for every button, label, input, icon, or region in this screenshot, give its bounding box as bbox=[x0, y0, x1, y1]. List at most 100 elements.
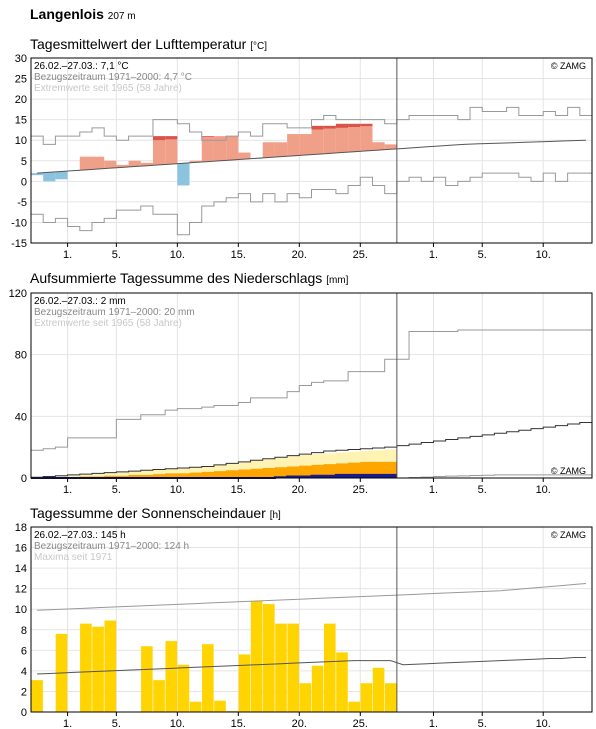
temperature-bar-cold bbox=[43, 172, 56, 182]
y-tick-label: 14 bbox=[15, 563, 27, 575]
y-tick-label: 25 bbox=[15, 74, 27, 86]
sunshine-bar bbox=[360, 683, 373, 712]
x-tick-label: 5. bbox=[112, 718, 121, 729]
x-tick-label: 10. bbox=[170, 718, 185, 729]
temperature-bar-hot bbox=[201, 136, 214, 137]
sunshine-bar bbox=[275, 623, 287, 712]
temperature-bar-warm bbox=[165, 139, 178, 165]
sunshine-max-line bbox=[37, 583, 586, 611]
plot-frame bbox=[30, 526, 593, 713]
panel-1: 0 40 80 120 1. 5. 10. 15. 20. 25. 1. 5. 10. 26.02.–27… bbox=[9, 288, 593, 496]
y-tick-label: 2 bbox=[21, 686, 27, 698]
sunshine-bar bbox=[238, 654, 251, 712]
sunshine-bar bbox=[141, 646, 153, 712]
sunshine-bar bbox=[165, 641, 178, 712]
sunshine-normal-line bbox=[37, 657, 586, 675]
temperature-bar-warm bbox=[372, 142, 385, 151]
temperature-bar-warm bbox=[360, 126, 373, 151]
temperature-bar-warm bbox=[189, 160, 202, 163]
plot-frame bbox=[30, 57, 593, 244]
temperature-bar-warm bbox=[262, 142, 275, 158]
x-tick-label: 20. bbox=[292, 718, 307, 729]
temperature-bar-warm bbox=[299, 134, 312, 156]
y-tick-label: 0 bbox=[21, 707, 27, 719]
info-line: Maxima seit 1971 bbox=[34, 552, 113, 563]
copyright-label: © ZAMG bbox=[551, 530, 586, 540]
y-tick-label: 15 bbox=[15, 115, 27, 127]
sunshine-bar bbox=[336, 652, 348, 712]
sunshine-title-text: Tagessumme der Sonnenscheindauer bbox=[30, 505, 266, 521]
x-tick-label: 5. bbox=[478, 249, 487, 261]
y-tick-label: 0 bbox=[21, 473, 27, 485]
sunshine-unit: [h] bbox=[269, 510, 281, 521]
x-tick-label: 25. bbox=[353, 484, 368, 496]
precipitation-chart-title: Aufsummierte Tagessumme des Niederschlag… bbox=[30, 270, 348, 286]
temperature-bar-warm bbox=[128, 160, 141, 167]
panel-2: 0 2 4 6 8 10 12 14 16 18 1. 5. 10. 15. 20. 25. 1. 5. 10. 26… bbox=[15, 522, 593, 729]
info-line: 26.02.–27.03.: 145 h bbox=[34, 530, 126, 541]
temperature-bar-cold bbox=[55, 171, 68, 180]
precipitation-band-middle bbox=[31, 461, 397, 478]
x-tick-label: 5. bbox=[478, 484, 487, 496]
y-tick-label: 120 bbox=[9, 288, 27, 300]
x-tick-label: 20. bbox=[292, 249, 307, 261]
temperature-bar-hot bbox=[152, 136, 166, 141]
y-tick-label: 80 bbox=[15, 350, 27, 362]
x-tick-label: 10. bbox=[170, 249, 185, 261]
plot-frame bbox=[30, 292, 593, 479]
precipitation-unit: [mm] bbox=[326, 275, 349, 286]
temperature-bar-warm bbox=[201, 136, 214, 162]
temperature-min-line bbox=[31, 172, 592, 236]
info-line: 26.02.–27.03.: 7,1 °C bbox=[34, 61, 129, 72]
info-line: 26.02.–27.03.: 2 mm bbox=[34, 296, 126, 307]
x-tick-label: 15. bbox=[231, 718, 246, 729]
temperature-bar-warm bbox=[226, 136, 239, 160]
temperature-bar-hot bbox=[348, 123, 361, 128]
x-tick-label: 1. bbox=[429, 484, 438, 496]
temperature-bar-warm bbox=[79, 156, 92, 170]
x-tick-label: 1. bbox=[63, 484, 72, 496]
y-tick-label: 40 bbox=[15, 411, 27, 423]
sunshine-bar bbox=[31, 680, 43, 712]
sunshine-bar bbox=[287, 623, 300, 712]
x-tick-label: 25. bbox=[353, 718, 368, 729]
sunshine-bar bbox=[80, 623, 92, 712]
x-tick-label: 5. bbox=[112, 484, 121, 496]
info-line: Bezugszeitraum 1971–2000: 124 h bbox=[34, 541, 189, 552]
sunshine-bar bbox=[226, 710, 239, 712]
info-line: Bezugszeitraum 1971–2000: 20 mm bbox=[34, 307, 195, 318]
sunshine-bar bbox=[189, 701, 202, 712]
temperature-bar-hot bbox=[335, 123, 349, 128]
temperature-title-text: Tagesmittelwert der Lufttemperatur bbox=[30, 36, 247, 52]
precipitation-title-text: Aufsummierte Tagessumme des Niederschlag… bbox=[30, 270, 323, 286]
x-tick-label: 1. bbox=[429, 249, 438, 261]
y-tick-label: -10 bbox=[11, 217, 27, 229]
temperature-max-line bbox=[31, 106, 592, 145]
sunshine-bar bbox=[214, 700, 226, 712]
temperature-bar-warm bbox=[213, 136, 227, 161]
x-tick-label: 1. bbox=[63, 718, 72, 729]
y-tick-label: 0 bbox=[21, 176, 27, 188]
x-tick-label: 5. bbox=[478, 718, 487, 729]
station-name: Langenlois bbox=[30, 6, 104, 22]
y-tick-label: -15 bbox=[11, 238, 27, 250]
y-tick-label: -5 bbox=[17, 197, 27, 209]
sunshine-bar bbox=[202, 644, 214, 712]
precipitation-max-line bbox=[31, 329, 592, 451]
sunshine-bar bbox=[299, 683, 312, 712]
temperature-bar-hot bbox=[165, 136, 178, 140]
x-tick-label: 10. bbox=[536, 718, 551, 729]
sunshine-bar bbox=[153, 680, 165, 712]
sunshine-chart-title: Tagessumme der Sonnenscheindauer [h] bbox=[30, 505, 281, 521]
temperature-bar-hot bbox=[311, 125, 324, 130]
info-line: Extremwerte seit 1965 (58 Jahre) bbox=[34, 83, 182, 94]
y-tick-label: 10 bbox=[15, 135, 27, 147]
station-elevation: 207 m bbox=[107, 11, 136, 22]
station-title: Langenlois 207 m bbox=[30, 6, 136, 22]
sunshine-bar bbox=[263, 604, 275, 712]
x-tick-label: 10. bbox=[536, 249, 551, 261]
x-tick-label: 20. bbox=[292, 484, 307, 496]
temperature-bar-warm bbox=[384, 144, 397, 150]
